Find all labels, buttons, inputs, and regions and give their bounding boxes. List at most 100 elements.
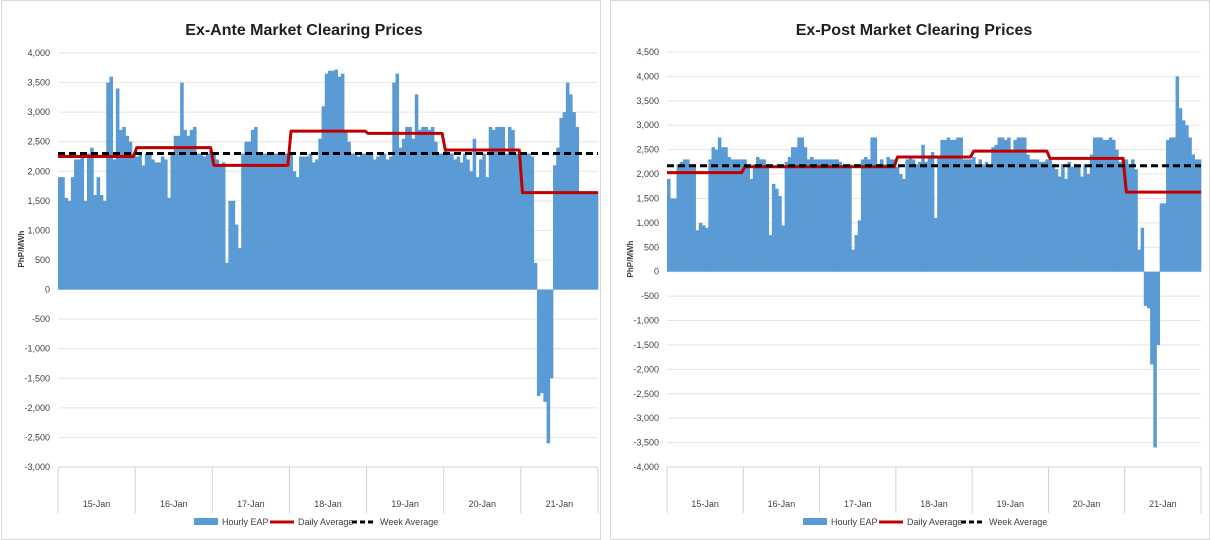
hourly-bar (199, 153, 203, 290)
hourly-bar (228, 200, 232, 290)
hourly-bar (1115, 149, 1119, 272)
hourly-bar (392, 82, 396, 290)
hourly-bar (99, 194, 104, 290)
hourly-bar (276, 153, 281, 290)
hourly-bar (96, 177, 101, 290)
hourly-bar (215, 159, 220, 290)
hourly-bar (857, 220, 862, 272)
x-tick-label: 19-Jan (997, 499, 1025, 509)
hourly-bar (289, 153, 293, 290)
hourly-bar (369, 153, 374, 290)
y-axis-label: PhP/MWh (626, 240, 635, 277)
hourly-bar (845, 166, 849, 272)
hourly-bar (743, 159, 747, 272)
hourly-bar (924, 161, 928, 272)
hourly-bar (1118, 161, 1122, 272)
hourly-bar (730, 159, 735, 272)
hourly-bar (1092, 137, 1097, 272)
hourly-bar (427, 129, 432, 290)
hourly-bar (498, 126, 502, 290)
hourly-bar (186, 135, 191, 290)
x-tick-label: 19-Jan (391, 499, 419, 509)
hourly-bar (810, 156, 814, 272)
x-tick-label: 17-Jan (844, 499, 872, 509)
y-tick-label: 4,000 (636, 71, 659, 81)
hourly-bar (344, 129, 348, 290)
hourly-bar (446, 153, 451, 290)
hourly-bar (138, 153, 142, 290)
hourly-bar (61, 177, 65, 290)
hourly-bar (504, 153, 509, 290)
hourly-bar (508, 126, 512, 290)
hourly-bar (193, 126, 197, 290)
hourly-bar (686, 159, 690, 272)
hourly-bar (835, 159, 839, 272)
legend-label-week: Week Average (380, 517, 438, 527)
daily-average-line (58, 129, 598, 195)
hourly-bar (463, 153, 467, 290)
hourly-bar (533, 262, 538, 290)
hourly-bar (575, 126, 580, 290)
hourly-bar (466, 159, 470, 290)
hourly-bar (411, 138, 416, 290)
hourly-bar (787, 156, 792, 272)
hourly-bar (1070, 166, 1075, 272)
hourly-bar (679, 161, 684, 272)
hourly-bar (851, 249, 855, 272)
hourly-bar (873, 137, 878, 272)
y-tick-label: 3,500 (27, 78, 50, 88)
hourly-bar (311, 162, 316, 290)
hourly-bar (270, 153, 274, 290)
hourly-bar (711, 147, 716, 272)
hourly-bar (1067, 161, 1072, 272)
hourly-bar (305, 156, 310, 290)
hourly-bar (946, 137, 951, 272)
hourly-bar (860, 159, 865, 272)
x-tick-label: 15-Jan (83, 499, 111, 509)
hourly-bar (1137, 249, 1141, 272)
hourly-bar (1134, 169, 1138, 272)
hourly-bar (591, 191, 596, 290)
hourly-bar (908, 156, 913, 272)
hourly-bar (324, 73, 329, 290)
hourly-bar (1013, 139, 1017, 272)
hourly-bar (414, 94, 419, 290)
hourly-bar (382, 153, 387, 290)
hourly-bar (1083, 164, 1087, 272)
hourly-bar (997, 137, 1002, 272)
hourly-bar (543, 289, 547, 402)
hourly-bar (854, 235, 859, 272)
hourly-bar (670, 198, 674, 272)
hourly-bar (1051, 164, 1056, 272)
hourly-bar (350, 153, 355, 290)
y-tick-label: 3,000 (27, 107, 50, 117)
y-tick-label: -4,000 (633, 462, 659, 472)
x-tick-label: 16-Jan (160, 499, 188, 509)
hourly-bar (1099, 137, 1103, 272)
hourly-bar (260, 153, 265, 290)
hourly-bar (879, 159, 884, 272)
hourly-bar (752, 164, 757, 272)
x-tick-label: 20-Jan (1073, 499, 1101, 509)
hourly-bar (157, 162, 162, 290)
hourly-bar (1023, 137, 1027, 272)
hourly-bar (895, 166, 900, 272)
hourly-bar (794, 147, 798, 272)
hourly-bar (768, 235, 773, 272)
hourly-bar (978, 159, 983, 272)
x-tick-label: 18-Jan (920, 499, 948, 509)
hourly-bar (819, 159, 824, 272)
hourly-bar (173, 135, 178, 290)
hourly-bar (708, 159, 712, 272)
hourly-bar (800, 137, 805, 272)
hourly-bar (366, 153, 371, 290)
hourly-bar (430, 126, 435, 290)
hourly-bar (578, 191, 583, 290)
hourly-bar (981, 164, 986, 272)
hourly-bar (160, 156, 165, 290)
y-tick-label: -3,000 (24, 462, 50, 472)
hourly-bar (183, 129, 187, 290)
hourly-bar (1112, 139, 1116, 272)
hourly-bar (459, 162, 464, 290)
hourly-bar (456, 156, 461, 290)
